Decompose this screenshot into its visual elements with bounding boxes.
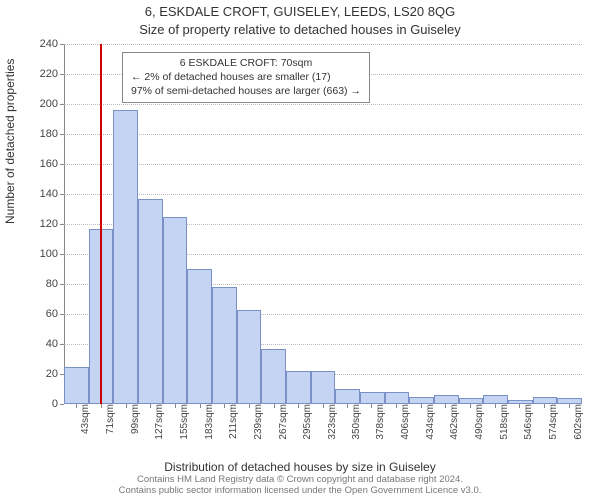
x-tick-label: 602sqm [569, 404, 584, 440]
histogram-bar [64, 367, 89, 405]
y-tick-label: 0 [52, 398, 64, 410]
histogram-bar [212, 287, 237, 404]
annotation-line-2: ← 2% of detached houses are smaller (17) [131, 70, 361, 84]
histogram-bar [533, 397, 558, 405]
x-tick-label: 295sqm [298, 404, 313, 440]
x-tick-label: 378sqm [371, 404, 386, 440]
histogram-bar [187, 269, 212, 404]
x-tick-label: 490sqm [470, 404, 485, 440]
chart-plot-area: 02040608010012014016018020022024043sqm71… [64, 44, 582, 404]
x-tick-label: 99sqm [126, 404, 141, 434]
histogram-bar [261, 349, 286, 405]
histogram-bar [311, 371, 336, 404]
histogram-bar [385, 392, 410, 404]
x-tick-label: 546sqm [519, 404, 534, 440]
x-tick-label: 518sqm [495, 404, 510, 440]
annotation-line-3: 97% of semi-detached houses are larger (… [131, 84, 361, 98]
x-tick-label: 574sqm [544, 404, 559, 440]
gridline-h [64, 104, 582, 105]
y-tick-label: 240 [40, 38, 64, 50]
y-tick-label: 40 [46, 338, 64, 350]
y-tick-label: 220 [40, 68, 64, 80]
x-tick-label: 434sqm [421, 404, 436, 440]
marker-annotation: 6 ESKDALE CROFT: 70sqm ← 2% of detached … [122, 52, 370, 103]
y-tick-label: 180 [40, 128, 64, 140]
attribution: Contains HM Land Registry data © Crown c… [0, 474, 600, 496]
attribution-line-1: Contains HM Land Registry data © Crown c… [137, 474, 463, 485]
x-tick-label: 183sqm [200, 404, 215, 440]
histogram-bar [360, 392, 385, 404]
x-axis-label: Distribution of detached houses by size … [0, 460, 600, 474]
y-tick-label: 120 [40, 218, 64, 230]
histogram-bar [483, 395, 508, 404]
chart-title: Size of property relative to detached ho… [0, 22, 600, 37]
histogram-bar [335, 389, 360, 404]
histogram-bar [286, 371, 311, 404]
histogram-bar [113, 110, 138, 404]
y-tick-label: 140 [40, 188, 64, 200]
histogram-bar [409, 397, 434, 405]
histogram-bar [138, 199, 163, 405]
address-title: 6, ESKDALE CROFT, GUISELEY, LEEDS, LS20 … [0, 4, 600, 19]
x-tick-label: 462sqm [445, 404, 460, 440]
y-tick-label: 100 [40, 248, 64, 260]
x-tick-label: 71sqm [101, 404, 116, 434]
attribution-line-2: Contains public sector information licen… [119, 485, 482, 496]
y-tick-label: 200 [40, 98, 64, 110]
histogram-bar [434, 395, 459, 404]
x-tick-label: 267sqm [274, 404, 289, 440]
x-tick-label: 406sqm [396, 404, 411, 440]
gridline-h [64, 194, 582, 195]
y-tick-label: 160 [40, 158, 64, 170]
x-tick-label: 239sqm [249, 404, 264, 440]
x-tick-label: 350sqm [347, 404, 362, 440]
histogram-bar [163, 217, 188, 405]
y-axis-label: Number of detached properties [3, 59, 17, 224]
x-tick-label: 43sqm [76, 404, 91, 434]
y-tick-label: 20 [46, 368, 64, 380]
x-tick-label: 323sqm [323, 404, 338, 440]
property-marker-line [100, 44, 102, 404]
y-tick-label: 80 [46, 278, 64, 290]
y-tick-label: 60 [46, 308, 64, 320]
x-tick-label: 155sqm [175, 404, 190, 440]
gridline-h [64, 134, 582, 135]
x-tick-label: 127sqm [150, 404, 165, 440]
gridline-h [64, 164, 582, 165]
histogram-bar [237, 310, 262, 405]
annotation-line-1: 6 ESKDALE CROFT: 70sqm [131, 56, 361, 70]
x-tick-label: 211sqm [224, 404, 239, 439]
gridline-h [64, 44, 582, 45]
